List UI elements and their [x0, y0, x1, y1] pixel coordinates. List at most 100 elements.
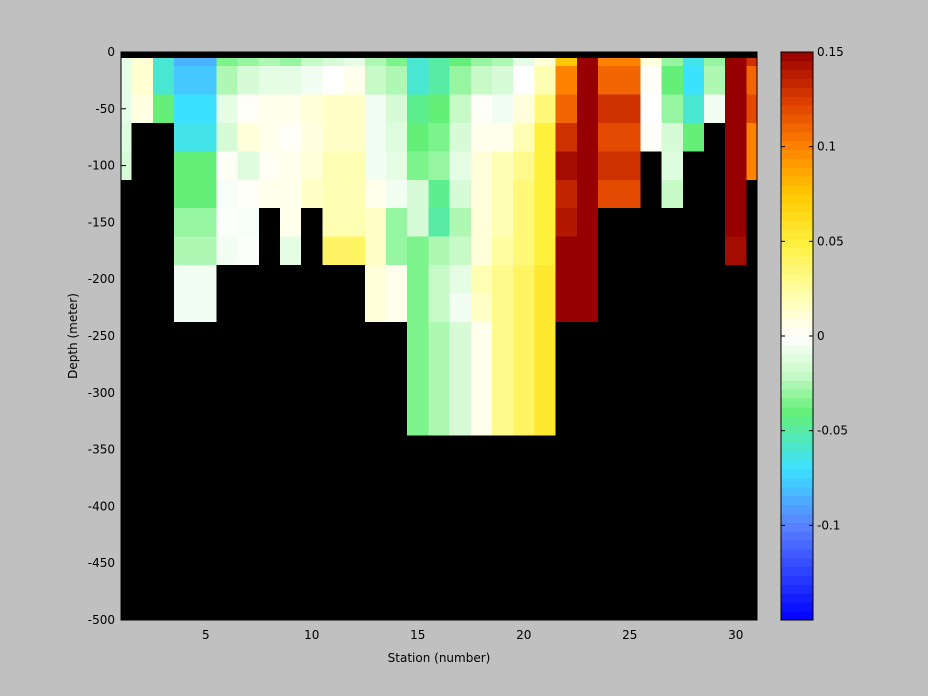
heatmap-cell [237, 66, 259, 95]
colorbar-swatch [781, 229, 813, 239]
heatmap-cell [513, 179, 535, 209]
heatmap-cell [513, 265, 535, 294]
heatmap-cell [386, 66, 408, 95]
heatmap-cell [619, 66, 641, 95]
heatmap-cell [301, 66, 323, 95]
heatmap-cell [555, 151, 577, 180]
colorbar-swatch [781, 469, 813, 479]
heatmap-cell [470, 293, 492, 322]
heatmap-cell [174, 151, 196, 180]
y-tick-label: -200 [88, 272, 115, 286]
heatmap-cell [746, 123, 757, 152]
heatmap-cell [301, 151, 323, 180]
colorbar-swatch [781, 309, 813, 319]
heatmap-cell [470, 350, 492, 379]
heatmap-cell [174, 94, 196, 123]
heatmap-cell [343, 208, 365, 237]
heatmap-cell [195, 293, 217, 322]
heatmap-cell [449, 407, 471, 436]
heatmap-cell [322, 123, 344, 152]
colorbar-tick-label: 0.15 [817, 45, 844, 59]
heatmap-cell [322, 236, 344, 265]
colorbar-swatch [781, 513, 813, 523]
heatmap-cell [704, 66, 726, 95]
colorbar-swatch [781, 557, 813, 568]
colorbar-tick-label: 0 [817, 329, 825, 343]
heatmap-cell [449, 321, 471, 351]
heatmap-cell [386, 293, 408, 322]
heatmap-cell [449, 151, 471, 180]
y-axis-ticks: 0 -50 -100 -150 -200 -250 -300 -350 -400 -450 -500 [88, 45, 126, 627]
colorbar-swatch [781, 131, 813, 142]
heatmap-cell [301, 94, 323, 123]
heatmap-cell [470, 66, 492, 95]
heatmap-cell [576, 66, 598, 95]
heatmap-cell [258, 123, 280, 152]
colorbar-swatch [781, 87, 813, 97]
heatmap-cell [428, 265, 450, 294]
x-axis-label: Station (number) [388, 651, 491, 665]
heatmap-cell [619, 94, 641, 123]
heatmap-cell [576, 265, 598, 294]
colorbar-swatch [781, 344, 813, 355]
x-tick-label: 5 [202, 628, 210, 642]
heatmap-cell [534, 350, 556, 379]
heatmap-cell [492, 321, 514, 351]
colorbar-swatch [781, 194, 813, 204]
heatmap-cell [322, 66, 344, 95]
colorbar-swatch [781, 69, 813, 80]
heatmap-cell [343, 123, 365, 152]
heatmap-cell [428, 350, 450, 379]
heatmap-cell [725, 123, 747, 152]
heatmap-cell [343, 236, 365, 265]
colorbar-swatch [781, 602, 813, 612]
colorbar-swatch [781, 611, 813, 621]
heatmap-cell [280, 236, 302, 265]
colorbar-tick-label: 0.05 [817, 234, 844, 248]
heatmap-cell [513, 236, 535, 265]
heatmap-cell [364, 151, 386, 180]
heatmap-cell [195, 179, 217, 209]
colorbar: 0.15 0.1 0.05 0 -0.05 -0.1 [780, 45, 848, 621]
colorbar-swatch [781, 291, 813, 301]
heatmap-cell [216, 94, 238, 123]
heatmap-cell [449, 123, 471, 152]
heatmap-cell [534, 94, 556, 123]
heatmap-cell [364, 208, 386, 237]
heatmap-cell [386, 208, 408, 237]
colorbar-swatch [781, 60, 813, 71]
heatmap-cell [555, 94, 577, 123]
colorbar-swatch [781, 318, 813, 328]
x-tick-label: 25 [622, 628, 637, 642]
heatmap-cell [174, 265, 196, 294]
heatmap-cell [364, 265, 386, 294]
heatmap-cell [576, 94, 598, 123]
x-axis-ticks: 5 10 15 20 25 30 [202, 615, 743, 642]
y-tick-label: -250 [88, 329, 115, 343]
heatmap-cell [704, 94, 726, 123]
heatmap-cell [131, 94, 153, 123]
colorbar-swatch [781, 415, 813, 426]
heatmap-cell [661, 151, 683, 180]
heatmap-cell [121, 52, 132, 67]
heatmap-cell [322, 208, 344, 237]
colorbar-swatch [781, 140, 813, 151]
heatmap-cell [492, 151, 514, 180]
y-tick-label: -50 [95, 102, 115, 116]
heatmap-cell [322, 94, 344, 123]
heatmap-cell [407, 236, 429, 265]
y-tick-label: -350 [88, 443, 115, 457]
heatmap-cell [725, 94, 747, 123]
heatmap-cell [576, 293, 598, 322]
heatmap-cell [280, 94, 302, 123]
heatmap-cell [343, 179, 365, 209]
heatmap-cell [534, 378, 556, 407]
heatmap-cell [746, 94, 757, 123]
heatmap-cell [386, 236, 408, 265]
x-tick-label: 15 [410, 628, 425, 642]
heatmap-cell [513, 407, 535, 436]
colorbar-swatch [781, 211, 813, 222]
colorbar-swatch [781, 549, 813, 559]
heatmap-cell [470, 236, 492, 265]
heatmap-cell [470, 208, 492, 237]
